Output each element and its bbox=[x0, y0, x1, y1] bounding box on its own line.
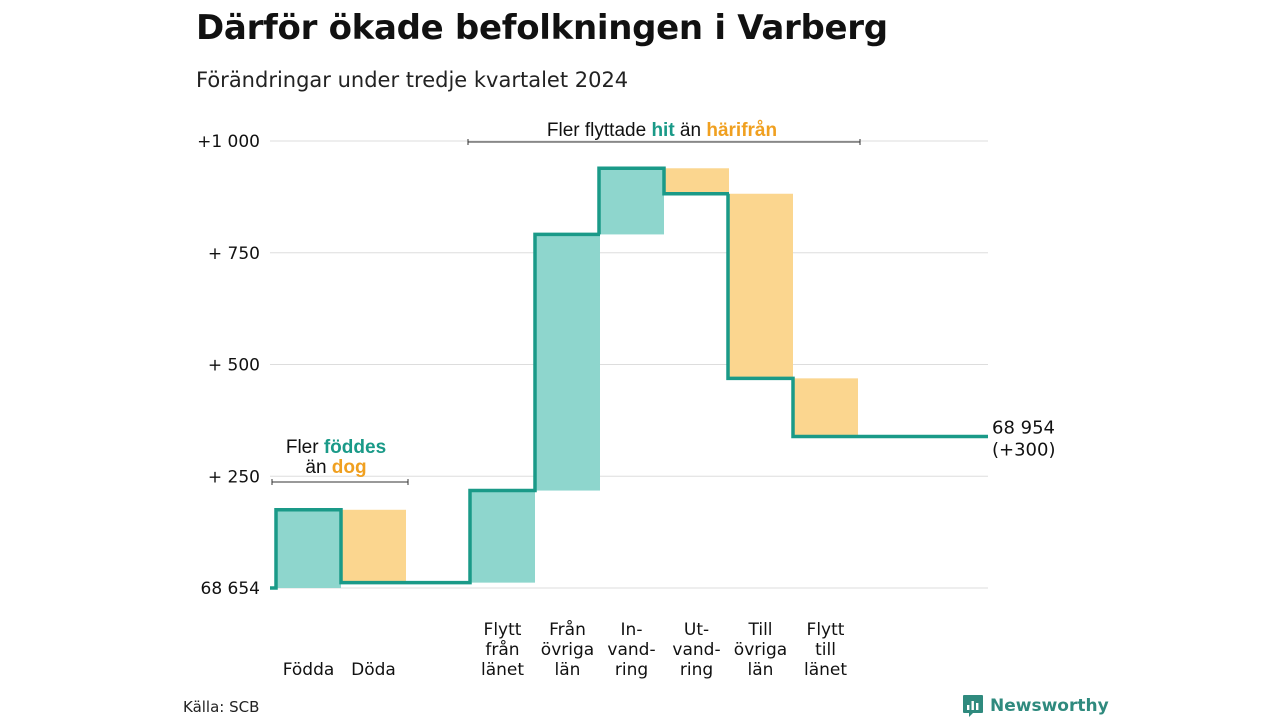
y-tick-label: 68 654 bbox=[201, 579, 260, 599]
waterfall-bar bbox=[341, 509, 406, 583]
annotation-text: Fler flyttade bbox=[547, 120, 652, 141]
birth-annotation-line2: än dog bbox=[305, 457, 366, 478]
brand-name: Newsworthy bbox=[990, 696, 1109, 716]
category-label: till bbox=[815, 640, 836, 660]
category-label: ring bbox=[680, 660, 713, 680]
category-label: Ut- bbox=[684, 620, 709, 640]
waterfall-bar bbox=[664, 168, 729, 194]
newsworthy-logo-icon bbox=[963, 695, 983, 717]
category-label: Från bbox=[549, 619, 586, 640]
category-label: vand- bbox=[607, 640, 655, 660]
y-tick-label: + 500 bbox=[208, 356, 260, 376]
annotation-highlight: dog bbox=[332, 457, 367, 478]
chart-subtitle: Förändringar under tredje kvartalet 2024 bbox=[196, 68, 629, 92]
category-label: från bbox=[485, 639, 519, 660]
category-label: vand- bbox=[672, 640, 720, 660]
chart-title: Därför ökade befolkningen i Varberg bbox=[196, 8, 888, 48]
waterfall-bar bbox=[470, 490, 535, 583]
category-label: länet bbox=[804, 660, 847, 680]
annotation-highlight: föddes bbox=[324, 437, 386, 458]
category-label: Födda bbox=[283, 660, 335, 680]
brand-logo: Newsworthy bbox=[962, 694, 1109, 718]
migration-annotation: Fler flyttade hit än härifrån bbox=[547, 120, 777, 141]
category-label: Flytt bbox=[484, 620, 522, 640]
waterfall-bar bbox=[793, 378, 858, 437]
source-label: Källa: SCB bbox=[183, 698, 260, 716]
category-label: ring bbox=[615, 660, 648, 680]
category-label: In- bbox=[621, 620, 643, 640]
category-label: Flytt bbox=[807, 620, 845, 640]
end-change-label: (+300) bbox=[992, 439, 1055, 460]
waterfall-bar bbox=[599, 168, 664, 235]
annotation-highlight: hit bbox=[651, 120, 675, 141]
category-label: övriga bbox=[734, 640, 787, 660]
category-label: övriga bbox=[541, 640, 594, 660]
y-tick-label: + 750 bbox=[208, 244, 260, 264]
waterfall-bar bbox=[276, 509, 341, 588]
category-label: Döda bbox=[351, 660, 396, 680]
end-value-label: 68 954 bbox=[992, 417, 1055, 438]
waterfall-bar bbox=[535, 234, 600, 491]
category-label: län bbox=[748, 660, 774, 680]
y-tick-label: +1 000 bbox=[197, 132, 260, 152]
annotation-text: än bbox=[675, 120, 707, 141]
category-label: Till bbox=[747, 620, 772, 640]
cumulative-step-line bbox=[270, 166, 988, 590]
waterfall-bar bbox=[728, 193, 793, 379]
y-tick-label: + 250 bbox=[208, 467, 260, 487]
annotation-text: Fler bbox=[286, 437, 324, 458]
annotation-highlight: härifrån bbox=[706, 120, 777, 141]
annotation-text: än bbox=[305, 457, 331, 478]
category-label: länet bbox=[481, 660, 524, 680]
category-label: län bbox=[555, 660, 581, 680]
birth-annotation-line1: Fler föddes bbox=[286, 437, 386, 458]
